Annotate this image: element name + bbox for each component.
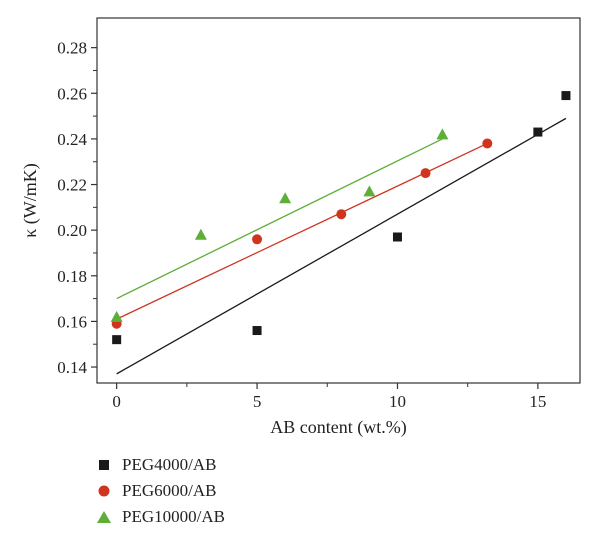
circle-point (420, 168, 431, 179)
square-point (252, 326, 262, 336)
square-marker-icon (92, 458, 116, 472)
x-axis-label: AB content (wt.%) (270, 417, 406, 438)
triangle-point (363, 185, 376, 197)
data-points (110, 91, 571, 345)
plot-border (96, 17, 581, 384)
square-point (112, 335, 122, 345)
axis-ticks: 0 5 10 15 0.14 0.16 0.18 0.20 0.22 0.24 0.26 0.28 (57, 39, 546, 411)
fit-lines (116, 117, 567, 375)
legend-label: PEG10000/AB (122, 507, 225, 526)
x-tick-label: 5 (253, 392, 262, 411)
legend-item-peg6000: PEG6000/AB (92, 478, 225, 504)
square-point (561, 91, 571, 101)
y-tick-label: 0.18 (57, 267, 87, 286)
x-tick-label: 10 (389, 392, 406, 411)
y-tick-label: 0.28 (57, 39, 87, 58)
triangle-point (110, 310, 123, 322)
circle-point (252, 234, 263, 245)
legend-item-peg4000: PEG4000/AB (92, 452, 225, 478)
triangle-point (279, 192, 292, 204)
circle-marker-icon (92, 484, 116, 498)
y-axis-label: κ (W/mK) (20, 163, 41, 238)
y-tick-label: 0.24 (57, 130, 87, 149)
fit-line (116, 138, 443, 300)
legend-item-peg10000: PEG10000/AB (92, 504, 225, 530)
triangle-marker-icon (92, 510, 116, 524)
triangle-point (436, 128, 449, 140)
square-point (533, 127, 543, 137)
y-tick-label: 0.26 (57, 84, 87, 103)
x-tick-label: 0 (112, 392, 121, 411)
circle-point (336, 209, 347, 220)
fit-line (116, 117, 567, 375)
triangle-point (194, 228, 207, 240)
x-tick-label: 15 (529, 392, 546, 411)
circle-point (482, 138, 493, 149)
y-tick-label: 0.22 (57, 176, 87, 195)
y-tick-label: 0.16 (57, 312, 87, 331)
legend-label: PEG4000/AB (122, 455, 217, 474)
legend: PEG4000/AB PEG6000/AB PEG10000/AB (92, 452, 225, 530)
square-point (392, 232, 402, 242)
legend-label: PEG6000/AB (122, 481, 217, 500)
plot-frame (96, 17, 581, 384)
y-tick-label: 0.20 (57, 221, 87, 240)
y-tick-label: 0.14 (57, 358, 87, 377)
fit-line (116, 142, 488, 320)
